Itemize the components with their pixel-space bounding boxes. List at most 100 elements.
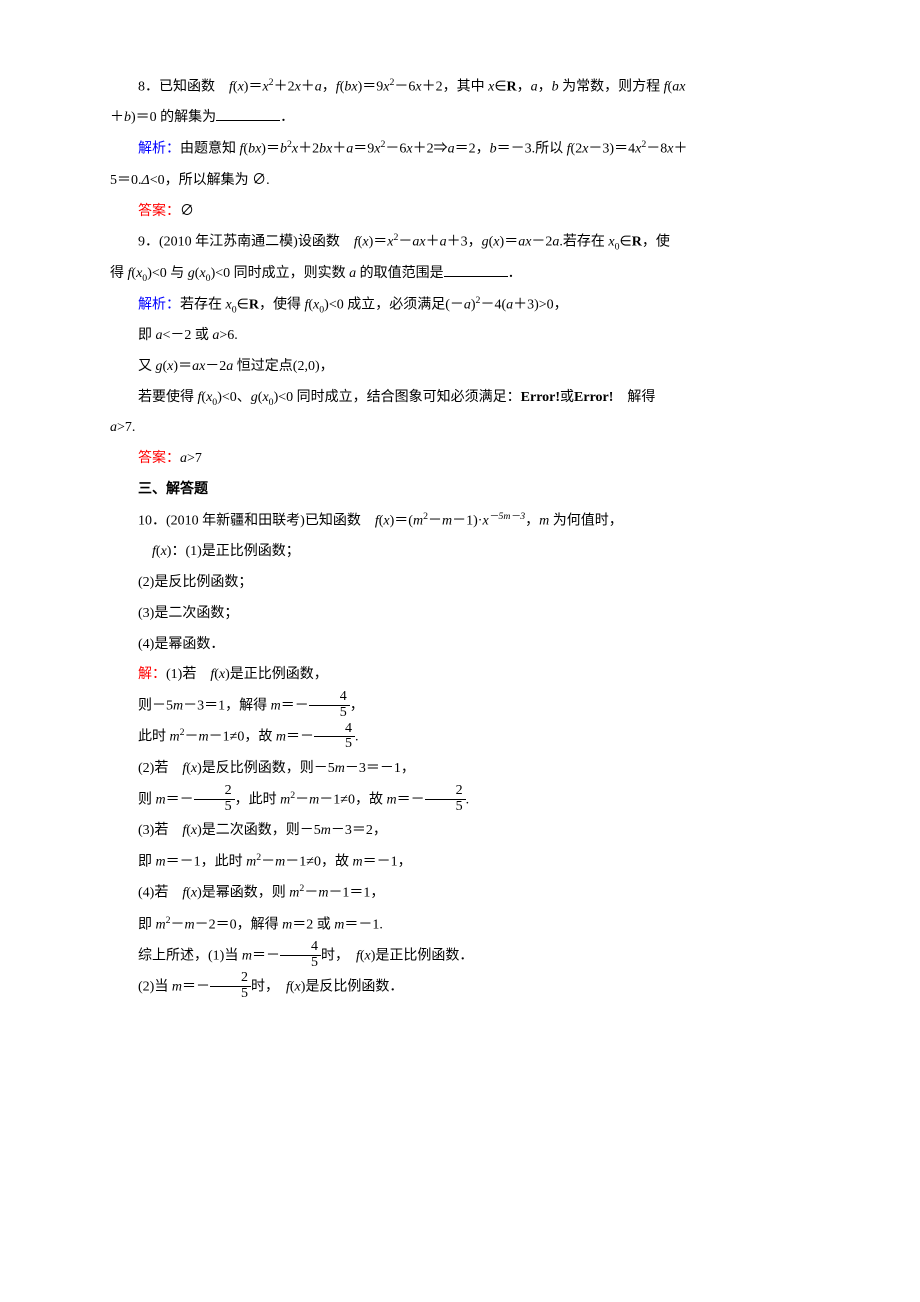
t: m bbox=[335, 761, 345, 776]
sol1-l1: 解：(1)若 f(x)是正比例函数， bbox=[110, 660, 810, 691]
t: ＝( bbox=[394, 513, 413, 528]
t: 则 bbox=[138, 792, 156, 807]
t: 为常数，则方程 bbox=[559, 80, 664, 95]
t: ， bbox=[350, 699, 364, 714]
t: ＝ bbox=[248, 80, 262, 95]
t: ，使 bbox=[642, 235, 670, 250]
t: >6. bbox=[219, 328, 237, 343]
t: (2)若 bbox=[138, 761, 182, 776]
q10-sub2: (2)是反比例函数； bbox=[110, 568, 810, 599]
t: ＝0 的解集为 bbox=[136, 110, 217, 125]
t: a bbox=[156, 328, 163, 343]
t: 是幂函数，则 bbox=[202, 886, 290, 901]
t: m bbox=[275, 855, 285, 870]
t: 5＝0. bbox=[110, 173, 142, 188]
q9-jx5: a>7. bbox=[110, 413, 810, 444]
t: －6 bbox=[385, 142, 406, 157]
t: ＝－ bbox=[397, 792, 425, 807]
t: 若要使得 bbox=[138, 390, 198, 405]
t: 9．(2010 年江苏南通二模)设函数 bbox=[138, 235, 354, 250]
t: ＋ bbox=[301, 80, 315, 95]
t: R bbox=[249, 297, 259, 312]
t: 为何值时， bbox=[549, 513, 623, 528]
summary-l2: (2)当 m＝－25时， f(x)是反比例函数． bbox=[110, 972, 810, 1003]
t: a bbox=[180, 451, 187, 466]
sol4-l1: (4)若 f(x)是幂函数，则 m2－m－1＝1， bbox=[110, 878, 810, 909]
t: 的取值范围是 bbox=[356, 266, 444, 281]
t: 解得 bbox=[613, 390, 655, 405]
t: ＝－1. bbox=[344, 917, 383, 932]
t: － bbox=[261, 855, 275, 870]
t: ＝ bbox=[266, 142, 280, 157]
label-jiexi: 解析： bbox=[138, 142, 180, 157]
t: － bbox=[398, 235, 412, 250]
frac-2-5: 25 bbox=[194, 784, 235, 814]
q9-jx3: 又 g(x)＝ax－2a 恒过定点(2,0)， bbox=[110, 352, 810, 383]
t: － bbox=[304, 886, 318, 901]
t: 又 bbox=[138, 359, 156, 374]
q8-da: 答案：∅ bbox=[110, 197, 810, 228]
t: ＋ bbox=[426, 235, 440, 250]
t: ＝－3.所以 bbox=[497, 142, 567, 157]
t: <0 同时成立，结合图象可知必须满足： bbox=[278, 390, 520, 405]
t: m bbox=[280, 792, 290, 807]
t: －1)· bbox=[452, 513, 482, 528]
t: <0、 bbox=[222, 390, 251, 405]
t: (2)当 bbox=[138, 980, 172, 995]
t: (1)若 bbox=[166, 667, 210, 682]
t: m bbox=[539, 513, 549, 528]
t: m bbox=[156, 855, 166, 870]
t: 或 bbox=[560, 390, 574, 405]
t: a bbox=[531, 80, 538, 95]
t: ＝－ bbox=[182, 980, 210, 995]
t: ＋3， bbox=[447, 235, 482, 250]
t: － bbox=[295, 792, 309, 807]
t: ＝2 或 bbox=[292, 917, 334, 932]
t: ＝ bbox=[178, 359, 192, 374]
t: . bbox=[355, 730, 359, 745]
t: >7. bbox=[117, 420, 135, 435]
t: ， bbox=[538, 80, 552, 95]
t: －1≠0，故 bbox=[319, 792, 386, 807]
q9-jx2: 即 a<－2 或 a>6. bbox=[110, 321, 810, 352]
t: －1＝1， bbox=[328, 886, 384, 901]
blank bbox=[444, 262, 508, 277]
t: m bbox=[185, 917, 195, 932]
sol1-l3: 此时 m2－m－1≠0，故 m＝－45. bbox=[110, 722, 810, 753]
t: 是反比例函数，则－5 bbox=[202, 761, 335, 776]
t: (4)若 bbox=[138, 886, 182, 901]
t: g bbox=[156, 359, 163, 374]
t: m bbox=[156, 917, 166, 932]
t: ＋3)>0， bbox=[513, 297, 568, 312]
frac-4-5: 45 bbox=[280, 940, 321, 970]
sol3-l2: 即 m＝－1，此时 m2－m－1≠0，故 m＝－1， bbox=[110, 847, 810, 878]
q10-sub3: (3)是二次函数； bbox=[110, 599, 810, 630]
exp: －5m－3 bbox=[489, 511, 525, 522]
t: a bbox=[315, 80, 322, 95]
t: －8 bbox=[646, 142, 667, 157]
t: a bbox=[192, 359, 199, 374]
t: >7 bbox=[187, 451, 202, 466]
q8-jx2: 5＝0.Δ<0，所以解集为 ∅. bbox=[110, 166, 810, 197]
t: b bbox=[280, 142, 287, 157]
t: －1≠0，故 bbox=[209, 730, 276, 745]
t: Δ bbox=[142, 173, 150, 188]
t: g bbox=[482, 235, 489, 250]
t: m bbox=[442, 513, 452, 528]
t: R bbox=[632, 235, 642, 250]
t: －3)＝4 bbox=[588, 142, 635, 157]
t: b bbox=[248, 142, 255, 157]
t: <－2 或 bbox=[163, 328, 213, 343]
t: m bbox=[413, 513, 423, 528]
t: m bbox=[289, 886, 299, 901]
summary-l1: 综上所述，(1)当 m＝－45时， f(x)是正比例函数． bbox=[110, 941, 810, 972]
t: 是正比例函数， bbox=[230, 667, 328, 682]
error-text: Error! bbox=[521, 390, 560, 405]
t: ∈ bbox=[494, 80, 506, 95]
t: 8．已知函数 bbox=[138, 80, 229, 95]
t: 时， bbox=[321, 949, 356, 964]
t: －6 bbox=[394, 80, 415, 95]
t: －4( bbox=[480, 297, 506, 312]
t: (2 bbox=[571, 142, 583, 157]
t: 若存在 bbox=[180, 297, 226, 312]
